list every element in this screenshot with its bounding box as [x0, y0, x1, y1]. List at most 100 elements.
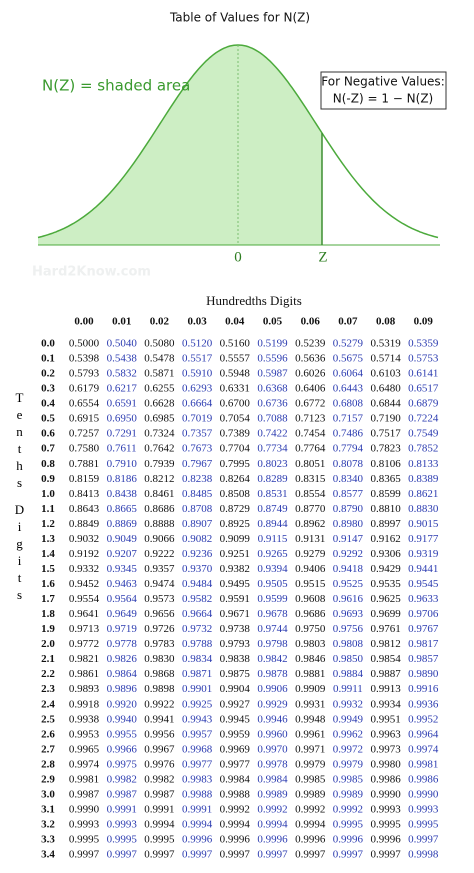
column-header: 0.05 [263, 316, 283, 328]
row-header: 0.5 [41, 413, 55, 425]
table-cell: 0.9992 [333, 803, 363, 815]
table-cell: 0.9798 [257, 638, 288, 650]
table-cell: 0.5239 [295, 338, 326, 350]
table-cell: 0.7357 [182, 428, 213, 440]
table-cell: 0.9994 [220, 818, 251, 830]
table-cell: 0.9452 [69, 578, 99, 590]
table-cell: 0.9756 [333, 623, 364, 635]
table-cell: 0.9982 [144, 773, 174, 785]
table-cell: 0.9846 [295, 653, 326, 665]
table-cell: 0.9996 [182, 834, 213, 846]
table-cell: 0.9881 [295, 668, 325, 680]
row-header: 1.8 [41, 608, 55, 620]
table-cell: 0.6480 [370, 383, 401, 395]
table-cell: 0.9964 [408, 728, 439, 740]
row-header: 2.6 [41, 728, 55, 740]
table-cell: 0.9980 [370, 758, 401, 770]
table-cell: 0.6808 [333, 398, 364, 410]
table-cell: 0.9975 [107, 758, 138, 770]
table-cell: 0.7324 [144, 428, 175, 440]
table-cell: 0.5438 [107, 353, 138, 365]
table-cell: 0.9564 [107, 593, 138, 605]
table-cell: 0.7881 [69, 458, 99, 470]
table-cell: 0.9906 [257, 683, 288, 695]
row-header: 0.8 [41, 458, 55, 470]
table-cell: 0.8643 [69, 503, 100, 515]
table-cell: 0.5319 [370, 338, 401, 350]
table-cell: 0.9992 [220, 803, 250, 815]
table-cell: 0.9911 [333, 683, 363, 695]
row-header: 2.0 [41, 638, 55, 650]
z-label: Z [318, 249, 327, 265]
table-cell: 0.9788 [182, 638, 213, 650]
column-header: 0.09 [414, 316, 434, 328]
table-cell: 0.9966 [107, 743, 138, 755]
table-cell: 0.5080 [144, 338, 175, 350]
table-cell: 0.9699 [370, 608, 401, 620]
table-cell: 0.9345 [107, 563, 138, 575]
table-cell: 0.9994 [182, 818, 213, 830]
table-cell: 0.8686 [144, 503, 175, 515]
table-cell: 0.9943 [182, 713, 213, 725]
table-cell: 0.5636 [295, 353, 326, 365]
table-cell: 0.9985 [295, 773, 326, 785]
table-cell: 0.7939 [144, 458, 175, 470]
table-cell: 0.9967 [144, 743, 175, 755]
table-cell: 0.9761 [370, 623, 400, 635]
table-cell: 0.9984 [257, 773, 288, 785]
table-cell: 0.6664 [182, 398, 213, 410]
table-cell: 0.9641 [69, 608, 99, 620]
table-cell: 0.9932 [333, 698, 363, 710]
table-cell: 0.6700 [220, 398, 251, 410]
table-cell: 0.9772 [69, 638, 99, 650]
row-header: 2.4 [41, 698, 55, 710]
table-cell: 0.5987 [257, 368, 288, 380]
table-cell: 0.9963 [370, 728, 401, 740]
row-header: 1.4 [41, 548, 55, 560]
table-cell: 0.7123 [295, 413, 326, 425]
table-cell: 0.5478 [144, 353, 175, 365]
table-cell: 0.9591 [220, 593, 250, 605]
note-box [320, 71, 447, 110]
table-cell: 0.9222 [144, 548, 174, 560]
row-header: 1.0 [41, 488, 55, 500]
table-cell: 0.7157 [333, 413, 364, 425]
table-cell: 0.8531 [257, 488, 287, 500]
table-cell: 0.9925 [182, 698, 213, 710]
table-cell: 0.9995 [107, 834, 138, 846]
table-cell: 0.8925 [220, 518, 251, 530]
table-cell: 0.9979 [333, 758, 364, 770]
table-cell: 0.8461 [144, 488, 174, 500]
table-cell: 0.6736 [257, 398, 288, 410]
table-cell: 0.9656 [144, 608, 175, 620]
table-cell: 0.9913 [370, 683, 401, 695]
table-cell: 0.9032 [69, 533, 99, 545]
table-cell: 0.9998 [408, 849, 439, 861]
table-cell: 0.9842 [257, 653, 287, 665]
table-cell: 0.8849 [69, 518, 100, 530]
table: 0.00 0.01 0.02 0.03 0.04 0.05 0.06 0.07 0.08 0.09… [41, 316, 439, 861]
table-cell: 0.9878 [257, 668, 288, 680]
table-cell: 0.9972 [333, 743, 363, 755]
table-cell: 0.9474 [144, 578, 175, 590]
table-cell: 0.9976 [144, 758, 175, 770]
table-cell: 0.6368 [257, 383, 288, 395]
table-cell: 0.9973 [370, 743, 401, 755]
table-cell: 0.9949 [333, 713, 364, 725]
table-cell: 0.9826 [107, 653, 138, 665]
table-cell: 0.7549 [408, 428, 439, 440]
table-cell: 0.8599 [370, 488, 401, 500]
table-cell: 0.9965 [69, 743, 100, 755]
table-cell: 0.9515 [295, 578, 326, 590]
table-cell: 0.9993 [408, 803, 439, 815]
table-cell: 0.9991 [107, 803, 137, 815]
row-header: 2.1 [41, 653, 55, 665]
table-cell: 0.7580 [69, 443, 100, 455]
table-cell: 0.9929 [257, 698, 288, 710]
table-cell: 0.9332 [69, 563, 99, 575]
column-header: 0.08 [376, 316, 396, 328]
table-cell: 0.5000 [69, 338, 100, 350]
table-cell: 0.5596 [257, 353, 288, 365]
table-cell: 0.9990 [69, 803, 100, 815]
table-cell: 0.9292 [333, 548, 363, 560]
